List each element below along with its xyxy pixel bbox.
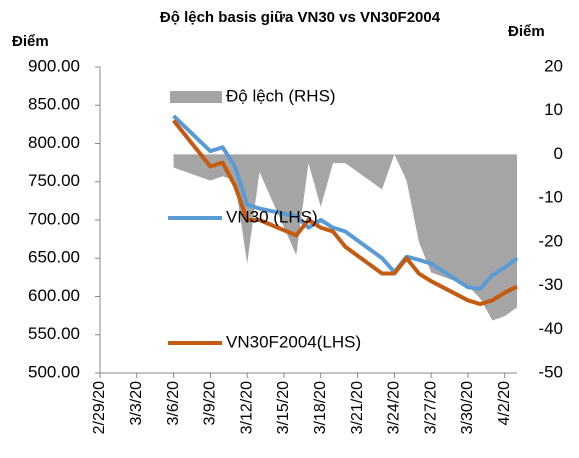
y2-tick-label: -50 xyxy=(538,362,563,381)
y-tick-label: 650.00 xyxy=(28,248,80,267)
y-tick-label: 550.00 xyxy=(28,324,80,343)
legend-label: VN30F2004(LHS) xyxy=(226,332,361,351)
legend-swatch xyxy=(170,91,222,103)
legend-label: VN30 (LHS) xyxy=(226,207,318,226)
y2-axis-label: Điểm xyxy=(508,23,545,40)
chart-title: Độ lệch basis giữa VN30 vs VN30F2004 xyxy=(160,9,441,26)
y2-tick-label: -30 xyxy=(538,275,563,294)
y-tick-label: 850.00 xyxy=(28,95,80,114)
x-tick-label: 3/18/20 xyxy=(312,381,329,434)
x-tick-label: 3/24/20 xyxy=(386,381,403,434)
y2-tick-label: -20 xyxy=(538,231,563,250)
area xyxy=(173,154,517,321)
y2-tick-label: -40 xyxy=(538,319,563,338)
y-tick-label: 600.00 xyxy=(28,286,80,305)
y-axis-label: Điểm xyxy=(12,33,49,50)
x-tick-label: 4/2/20 xyxy=(496,381,513,426)
line xyxy=(172,114,519,291)
x-tick-label: 3/3/20 xyxy=(128,381,145,426)
y-tick-label: 500.00 xyxy=(28,362,80,381)
x-tick-label: 3/21/20 xyxy=(349,381,366,434)
y2-tick-label: 10 xyxy=(544,100,563,119)
y2-tick-label: -10 xyxy=(538,188,563,207)
x-tick-label: 3/30/20 xyxy=(459,381,476,434)
x-tick-label: 2/29/20 xyxy=(91,381,108,434)
legend-label: Độ lệch (RHS) xyxy=(226,86,336,105)
x-tick-label: 3/15/20 xyxy=(275,381,292,434)
y2-tick-label: 0 xyxy=(554,144,563,163)
y-tick-label: 700.00 xyxy=(28,209,80,228)
y-tick-label: 750.00 xyxy=(28,171,80,190)
line xyxy=(172,119,518,307)
y2-tick-label: 20 xyxy=(544,56,563,75)
x-tick-label: 3/6/20 xyxy=(165,381,182,426)
x-tick-label: 3/12/20 xyxy=(238,381,255,434)
y-tick-label: 900.00 xyxy=(28,56,80,75)
x-tick-label: 3/9/20 xyxy=(202,381,219,426)
x-tick-label: 3/27/20 xyxy=(422,381,439,434)
y-tick-label: 800.00 xyxy=(28,133,80,152)
